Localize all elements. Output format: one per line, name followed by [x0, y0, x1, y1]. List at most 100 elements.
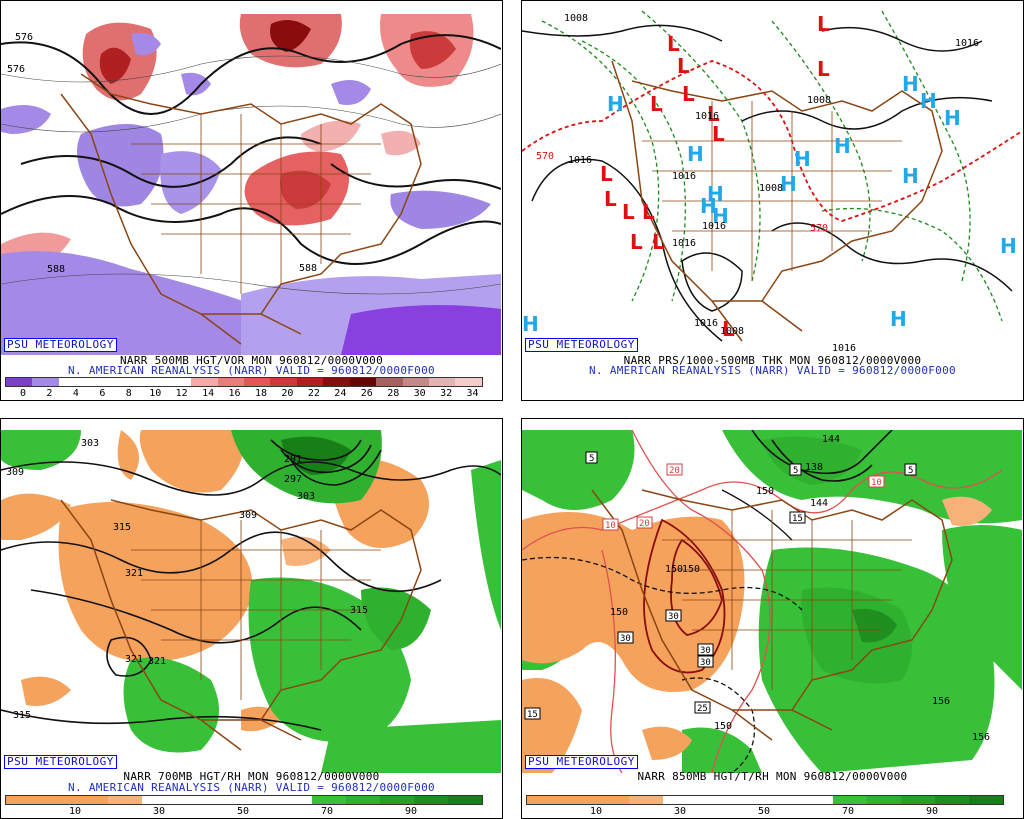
- colorbar-ticks: 10 30 50 70 90: [526, 806, 1004, 818]
- high-pressure-marker: H: [522, 312, 539, 336]
- boxed-label: 10: [871, 478, 882, 488]
- colorbar-swatch: [243, 378, 271, 386]
- low-pressure-marker: L: [682, 82, 695, 106]
- colorbar-swatch: [380, 796, 414, 804]
- high-pressure-marker: H: [700, 194, 717, 218]
- colorbar-swatch: [765, 796, 799, 804]
- boxed-label: 15: [527, 710, 538, 720]
- contour-label: 150: [714, 721, 732, 732]
- colorbar-swatch: [6, 796, 40, 804]
- contour-label: 150: [665, 564, 683, 575]
- contour-label: 150: [610, 607, 628, 618]
- contour-label: 315: [350, 605, 368, 616]
- colorbar-ticks: 0 2 4 6 8 10 12 14 16 18 20 22 24 26 28 30 32 34: [5, 388, 483, 400]
- colorbar-tick-label: 0: [19, 388, 27, 399]
- colorbar-tick-label: 22: [307, 388, 320, 399]
- low-pressure-marker: L: [667, 32, 680, 56]
- isobar-label: 1016: [832, 343, 856, 354]
- boxed-label: 30: [700, 658, 711, 668]
- colorbar-tick-label: 16: [228, 388, 241, 399]
- high-pressure-marker: H: [890, 307, 907, 331]
- colorbar-tick-label: 20: [281, 388, 294, 399]
- colorbar: [5, 377, 483, 387]
- low-pressure-marker: L: [817, 12, 830, 36]
- high-pressure-marker: H: [920, 89, 937, 113]
- low-pressure-marker: L: [817, 57, 830, 81]
- isobar-label: 1008: [564, 13, 588, 24]
- contour-label: 303: [81, 438, 99, 449]
- isobar-label: 1016: [695, 111, 719, 122]
- isobar-label: 1016: [694, 318, 718, 329]
- colorbar-tick-label: 90: [404, 806, 418, 817]
- colorbar-tick-label: 34: [466, 388, 479, 399]
- high-pressure-marker: H: [707, 182, 724, 206]
- colorbar: [5, 795, 483, 805]
- boxed-label: 5: [589, 454, 594, 464]
- colorbar-swatch: [164, 378, 192, 386]
- boxed-label: 20: [639, 519, 650, 529]
- contour-label: 321: [148, 656, 166, 667]
- caption-line2: N. AMERICAN REANALYSIS (NARR) VALID = 96…: [589, 364, 956, 377]
- high-pressure-marker: H: [794, 147, 811, 171]
- low-pressure-marker: L: [712, 122, 725, 146]
- low-pressure-marker: L: [707, 102, 720, 126]
- contour-label: 309: [6, 467, 24, 478]
- boxed-label: 10: [605, 521, 616, 531]
- high-pressure-marker: H: [780, 172, 797, 196]
- colorbar-swatch: [833, 796, 867, 804]
- colorbar-swatch: [663, 796, 697, 804]
- low-pressure-marker: L: [652, 230, 665, 254]
- colorbar-tick-label: 8: [125, 388, 132, 399]
- boxed-label: 5: [908, 466, 913, 476]
- colorbar-tick-label: 70: [320, 806, 334, 817]
- colorbar: [526, 795, 1004, 805]
- colorbar-swatch: [867, 796, 901, 804]
- map-pressure-thickness: L L L L L L L L L L L L L L L H H H: [522, 1, 1022, 355]
- isobar-label: 1016: [702, 221, 726, 232]
- colorbar-swatch: [85, 378, 112, 386]
- colorbar-tick-label: 30: [413, 388, 426, 399]
- colorbar-swatch: [402, 378, 429, 386]
- colorbar-tick-label: 90: [925, 806, 939, 817]
- high-pressure-marker: H: [712, 204, 729, 228]
- low-pressure-marker: L: [650, 92, 663, 116]
- contour-label: 156: [932, 696, 950, 707]
- psu-meteorology-label: PSU METEOROLOGY: [525, 338, 638, 352]
- boxed-label: 25: [697, 704, 708, 714]
- colorbar-swatch: [697, 796, 731, 804]
- colorbar-swatch: [40, 796, 74, 804]
- colorbar-tick-label: 30: [673, 806, 687, 817]
- contour-label: 309: [239, 510, 257, 521]
- colorbar-tick-label: 14: [202, 388, 215, 399]
- colorbar-swatch: [312, 796, 346, 804]
- colorbar-swatch: [111, 378, 139, 386]
- boxed-label: 20: [669, 466, 680, 476]
- colorbar-tick-label: 26: [360, 388, 373, 399]
- colorbar-swatch: [799, 796, 833, 804]
- colorbar-swatch: [142, 796, 176, 804]
- colorbar-tick-label: 70: [841, 806, 855, 817]
- thickness-label: 570: [810, 223, 828, 234]
- colorbar-swatch: [74, 796, 108, 804]
- isobar-label: 1016: [672, 238, 696, 249]
- high-pressure-marker: H: [902, 72, 919, 96]
- colorbar-swatch: [270, 378, 297, 386]
- low-pressure-marker: L: [642, 200, 655, 224]
- contour-label: 297: [284, 474, 302, 485]
- colorbar-swatch: [58, 378, 86, 386]
- isobar-label: 1016: [955, 38, 979, 49]
- colorbar-swatch: [296, 378, 324, 386]
- colorbar-tick-label: 18: [254, 388, 268, 399]
- colorbar-swatch: [6, 378, 33, 386]
- low-pressure-marker: L: [604, 187, 617, 211]
- contour-label: 150: [682, 564, 700, 575]
- map-700mb-rh: 303 309 291 297 303 309 315 321 315 321 …: [1, 430, 501, 773]
- contour-label-1: 576: [15, 32, 33, 43]
- isobar-label: 1008: [759, 183, 783, 194]
- colorbar-tick-label: 10: [149, 388, 162, 399]
- colorbar-swatch: [108, 796, 142, 804]
- colorbar-swatch: [935, 796, 969, 804]
- colorbar-swatch: [217, 378, 244, 386]
- colorbar-tick-label: 24: [334, 388, 347, 399]
- contour-label-3: 588: [47, 264, 65, 275]
